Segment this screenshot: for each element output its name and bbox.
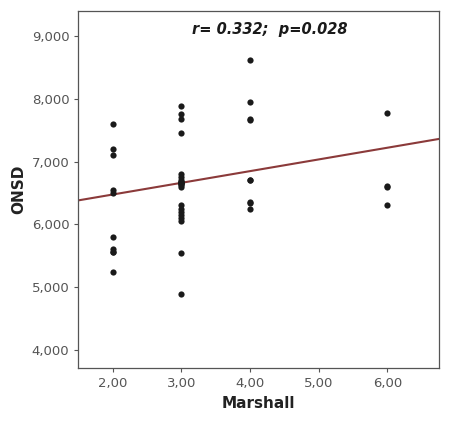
Point	[178, 116, 185, 122]
Point	[178, 174, 185, 181]
Point	[247, 57, 254, 63]
Point	[178, 250, 185, 257]
Point	[109, 246, 117, 253]
Point	[384, 183, 391, 189]
Point	[178, 202, 185, 209]
Point	[178, 181, 185, 187]
Point	[247, 116, 254, 122]
Point	[109, 233, 117, 240]
Point	[178, 214, 185, 221]
Point	[178, 180, 185, 187]
Point	[178, 103, 185, 110]
Point	[109, 152, 117, 159]
Point	[247, 116, 254, 123]
Point	[109, 190, 117, 197]
Point	[384, 110, 391, 116]
Point	[109, 146, 117, 152]
Point	[109, 269, 117, 276]
Point	[247, 177, 254, 184]
Point	[178, 218, 185, 225]
Point	[247, 205, 254, 212]
Point	[247, 99, 254, 106]
Point	[178, 178, 185, 185]
Point	[109, 249, 117, 256]
Point	[178, 182, 185, 189]
Point	[178, 111, 185, 117]
Point	[247, 199, 254, 206]
Point	[384, 184, 391, 191]
Point	[178, 208, 185, 215]
Point	[178, 177, 185, 184]
Text: r= 0.332;  p=0.028: r= 0.332; p=0.028	[192, 22, 347, 37]
Point	[384, 201, 391, 208]
Point	[178, 130, 185, 137]
Point	[178, 205, 185, 212]
Point	[178, 180, 185, 187]
X-axis label: Marshall: Marshall	[222, 396, 295, 411]
Point	[178, 291, 185, 298]
Point	[178, 179, 185, 186]
Point	[178, 183, 185, 190]
Point	[178, 179, 185, 186]
Point	[178, 211, 185, 218]
Point	[178, 170, 185, 177]
Point	[109, 249, 117, 256]
Point	[109, 187, 117, 193]
Point	[247, 200, 254, 206]
Point	[109, 121, 117, 127]
Y-axis label: ONSD: ONSD	[11, 165, 26, 214]
Point	[247, 177, 254, 184]
